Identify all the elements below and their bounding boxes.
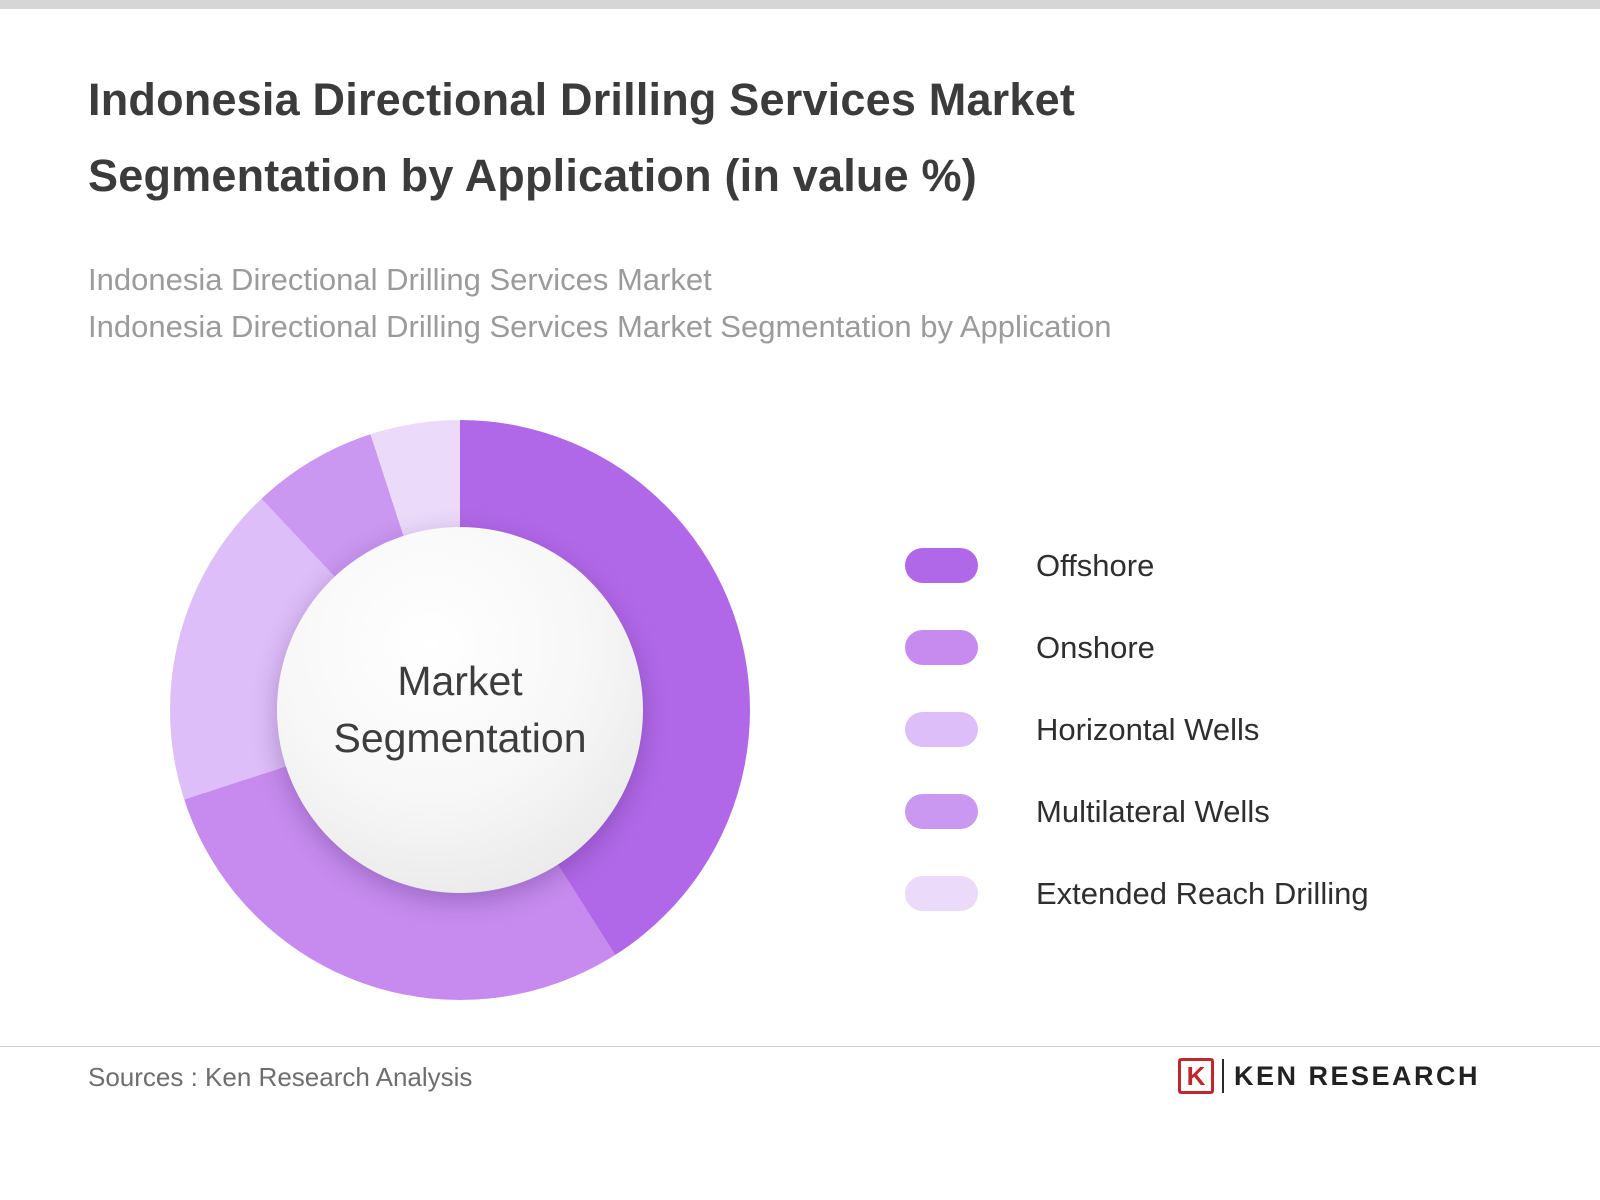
footer-divider [0, 1046, 1600, 1047]
legend-label: Horizontal Wells [1036, 711, 1260, 747]
footer-sources: Sources : Ken Research Analysis [88, 1062, 473, 1092]
top-strip [0, 0, 1600, 9]
legend-swatch [905, 876, 978, 911]
donut-center-label: Market Segmentation [333, 657, 587, 761]
legend-label: Onshore [1036, 629, 1155, 665]
legend-swatch [905, 712, 978, 747]
subtitle-line2: Indonesia Directional Drilling Services … [88, 309, 1112, 345]
logo-separator [1221, 1059, 1224, 1093]
logo-text: KEN RESEARCH [1233, 1060, 1480, 1091]
donut-chart: Market Segmentation [170, 420, 750, 1000]
legend-item-multilateral-wells: Multilateral Wells [905, 794, 1369, 829]
logo-k-icon: K [1177, 1058, 1214, 1094]
legend-item-offshore: Offshore [905, 548, 1369, 583]
subtitle: Indonesia Directional Drilling Services … [88, 256, 1488, 350]
donut-center: Market Segmentation [277, 527, 643, 893]
subtitle-line1: Indonesia Directional Drilling Services … [88, 262, 712, 297]
page-title: Indonesia Directional Drilling Services … [88, 62, 1288, 213]
legend-item-onshore: Onshore [905, 630, 1369, 665]
legend-label: Offshore [1036, 547, 1155, 583]
legend-label: Multilateral Wells [1036, 793, 1270, 829]
legend-swatch [905, 630, 978, 665]
page-title-line2: Segmentation by Application (in value %) [88, 149, 977, 201]
legend-item-horizontal-wells: Horizontal Wells [905, 712, 1369, 747]
ken-research-logo: K KEN RESEARCH [1177, 1058, 1480, 1094]
legend-item-extended-reach-drilling: Extended Reach Drilling [905, 876, 1369, 911]
legend-label: Extended Reach Drilling [1036, 875, 1369, 911]
chart-area: Market Segmentation Offshore Onshore Horiz… [0, 400, 1600, 1040]
legend-swatch [905, 548, 978, 583]
legend: Offshore Onshore Horizontal Wells Multilate… [905, 548, 1369, 958]
page-title-line1: Indonesia Directional Drilling Services … [88, 74, 1076, 125]
legend-swatch [905, 794, 978, 829]
